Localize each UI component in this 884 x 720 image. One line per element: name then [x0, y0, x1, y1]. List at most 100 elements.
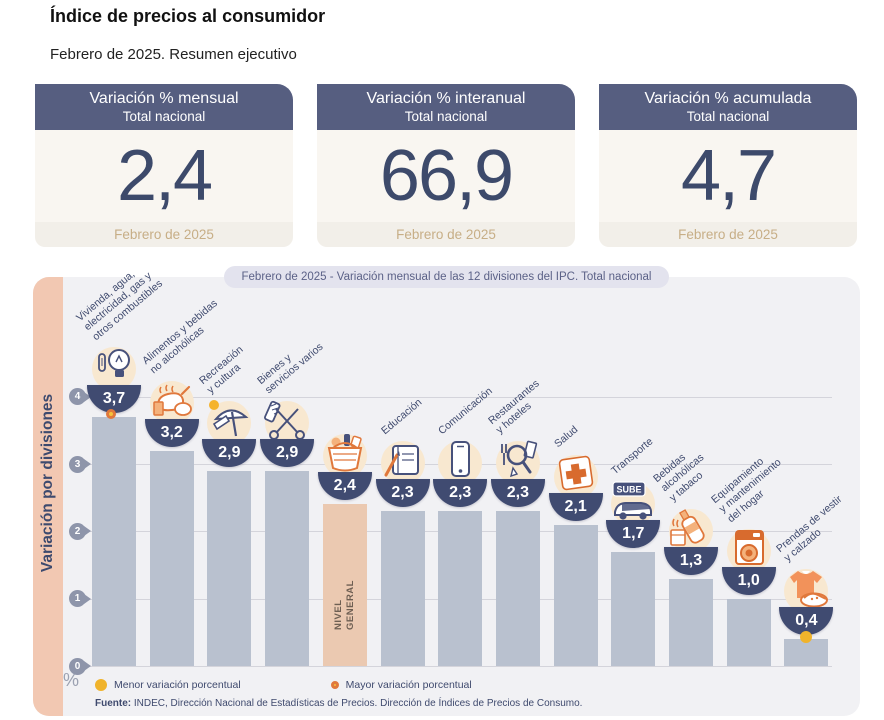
chart-bar-alimentos — [149, 450, 194, 666]
transport-icon: SUBE — [608, 478, 658, 524]
recreation-culture-icon — [204, 397, 254, 443]
chart-bar-prendas — [784, 639, 829, 666]
bar-value: 2,3 — [506, 484, 530, 502]
chart-bar-transporte — [611, 551, 656, 666]
kpi-card-monthly: Variación % mensual Total nacional 2,4 F… — [35, 84, 293, 247]
kpi-period: Febrero de 2025 — [599, 222, 857, 247]
y-axis-tick: 0 — [69, 657, 86, 675]
division-icon-group: 1,0 — [721, 527, 777, 595]
kpi-title: Variación % acumulada — [644, 89, 812, 107]
kpi-period: Febrero de 2025 — [317, 222, 575, 247]
value-bowl: 1,7 — [606, 519, 661, 548]
source-prefix: Fuente: — [95, 698, 132, 709]
health-icon — [551, 451, 601, 497]
kpi-card-accumulated: Variación % acumulada Total nacional 4,7… — [599, 84, 857, 247]
general-level-bar-label: NIVEL GENERAL — [332, 579, 356, 630]
bar-category-label: Transporte — [609, 435, 656, 478]
source-note: Fuente: INDEC, Dirección Nacional de Est… — [95, 698, 582, 709]
housing-utilities-icon — [89, 343, 139, 389]
chart-bar-salud — [553, 524, 598, 666]
source-text: INDEC, Dirección Nacional de Estadística… — [131, 698, 583, 709]
bar-category-label: Equipamiento y mantenimiento del hogar — [708, 454, 784, 525]
max-variation-marker — [106, 408, 116, 419]
division-icon-group: 1,3 — [663, 507, 719, 575]
y-axis-tick: 1 — [69, 590, 86, 608]
divisions-bar-chart: Febrero de 2025 - Variación mensual de l… — [33, 266, 860, 716]
division-icon-group: 2,3 — [432, 437, 488, 508]
kpi-header: Variación % acumulada Total nacional — [599, 84, 857, 130]
legend-label: Menor variación porcentual — [114, 679, 241, 691]
division-icon-group: 2,3 — [490, 437, 546, 508]
bar-value: 2,3 — [391, 484, 414, 502]
chart-title-pill: Febrero de 2025 - Variación mensual de l… — [223, 266, 670, 288]
division-icon-group: 2,9 — [201, 399, 257, 467]
kpi-title: Variación % interanual — [366, 89, 526, 107]
kpi-body: 66,9 — [317, 130, 575, 222]
bar-value: 2,4 — [333, 477, 356, 495]
division-icon-group: 2,1 — [548, 453, 604, 521]
bar-value: 2,1 — [564, 497, 587, 515]
communication-icon — [435, 437, 485, 483]
division-icon-group: 3,7 — [86, 345, 142, 413]
chart-legend: Menor variación porcentual Mayor variaci… — [95, 679, 472, 691]
bar-value: 2,9 — [275, 443, 299, 461]
legend-item-min: Menor variación porcentual — [95, 679, 241, 691]
bar-value: 3,2 — [160, 423, 183, 441]
kpi-body: 4,7 — [599, 130, 857, 222]
bar-value: 1,3 — [679, 551, 703, 569]
value-bowl: 2,3 — [490, 479, 545, 508]
chart-bar-vivienda — [92, 416, 136, 666]
kpi-card-yearly: Variación % interanual Total nacional 66… — [317, 84, 575, 247]
value-bowl: 2,3 — [375, 479, 430, 508]
chart-bar-recreacion — [207, 470, 252, 666]
bar-category-label: Vivienda, agua, electricidad, gas y otro… — [74, 268, 165, 343]
division-icon-group: 0,4 — [778, 567, 834, 636]
chart-bar-educacion — [380, 511, 425, 666]
bar-value: 1,0 — [737, 571, 760, 589]
bar-value: 1,7 — [622, 524, 645, 542]
general-level-basket-icon — [320, 430, 370, 476]
y-axis-label: Variación por divisiones — [39, 394, 56, 573]
max-variation-dot-icon — [330, 681, 339, 689]
bar-category-label: Salud — [551, 423, 580, 451]
chart-bar-restaurantes — [495, 511, 540, 666]
division-icon-group: SUBE 1,7 — [605, 480, 661, 548]
division-icon-group: 3,2 — [144, 379, 200, 447]
bar-category-label: Prendas de vestir y calzado — [774, 493, 845, 565]
education-icon — [378, 437, 428, 483]
division-icon-group: 2,4 — [317, 430, 373, 501]
bar-value: 2,3 — [449, 484, 472, 502]
value-bowl: 1,0 — [721, 566, 776, 595]
kpi-subtitle: Total nacional — [122, 108, 206, 124]
y-axis-tick: 3 — [69, 455, 86, 473]
bar-value: 0,4 — [795, 612, 818, 630]
restaurants-hotels-icon — [493, 437, 543, 483]
gridline — [85, 396, 832, 398]
chart-bar-bienes-servicios — [265, 470, 310, 666]
min-variation-marker — [800, 631, 813, 644]
min-variation-dot-icon — [95, 679, 107, 691]
svg-text:SUBE: SUBE — [617, 484, 642, 494]
gridline — [85, 666, 832, 667]
value-bowl: 2,1 — [548, 492, 603, 521]
kpi-value: 2,4 — [116, 136, 213, 216]
bar-category-label: Educación — [378, 396, 424, 437]
value-bowl: 2,3 — [433, 479, 488, 508]
kpi-value: 66,9 — [379, 136, 514, 216]
chart-bar-equipamiento — [726, 598, 771, 666]
value-bowl: 3,7 — [87, 384, 141, 413]
kpi-subtitle: Total nacional — [404, 108, 488, 124]
bar-value: 2,9 — [218, 443, 241, 461]
misc-goods-services-icon — [262, 397, 312, 443]
y-axis-tick: 2 — [69, 522, 86, 540]
value-bowl: 2,9 — [202, 438, 257, 467]
kpi-title: Variación % mensual — [89, 89, 239, 107]
division-icon-group: 2,3 — [375, 437, 431, 508]
alcohol-tobacco-icon — [666, 505, 716, 551]
kpi-value: 4,7 — [680, 136, 777, 216]
bar-category-label: Recreación y cultura — [197, 343, 246, 397]
value-bowl: 2,9 — [260, 438, 315, 467]
legend-label: Mayor variación porcentual — [345, 679, 472, 691]
value-bowl: 1,3 — [664, 546, 718, 575]
